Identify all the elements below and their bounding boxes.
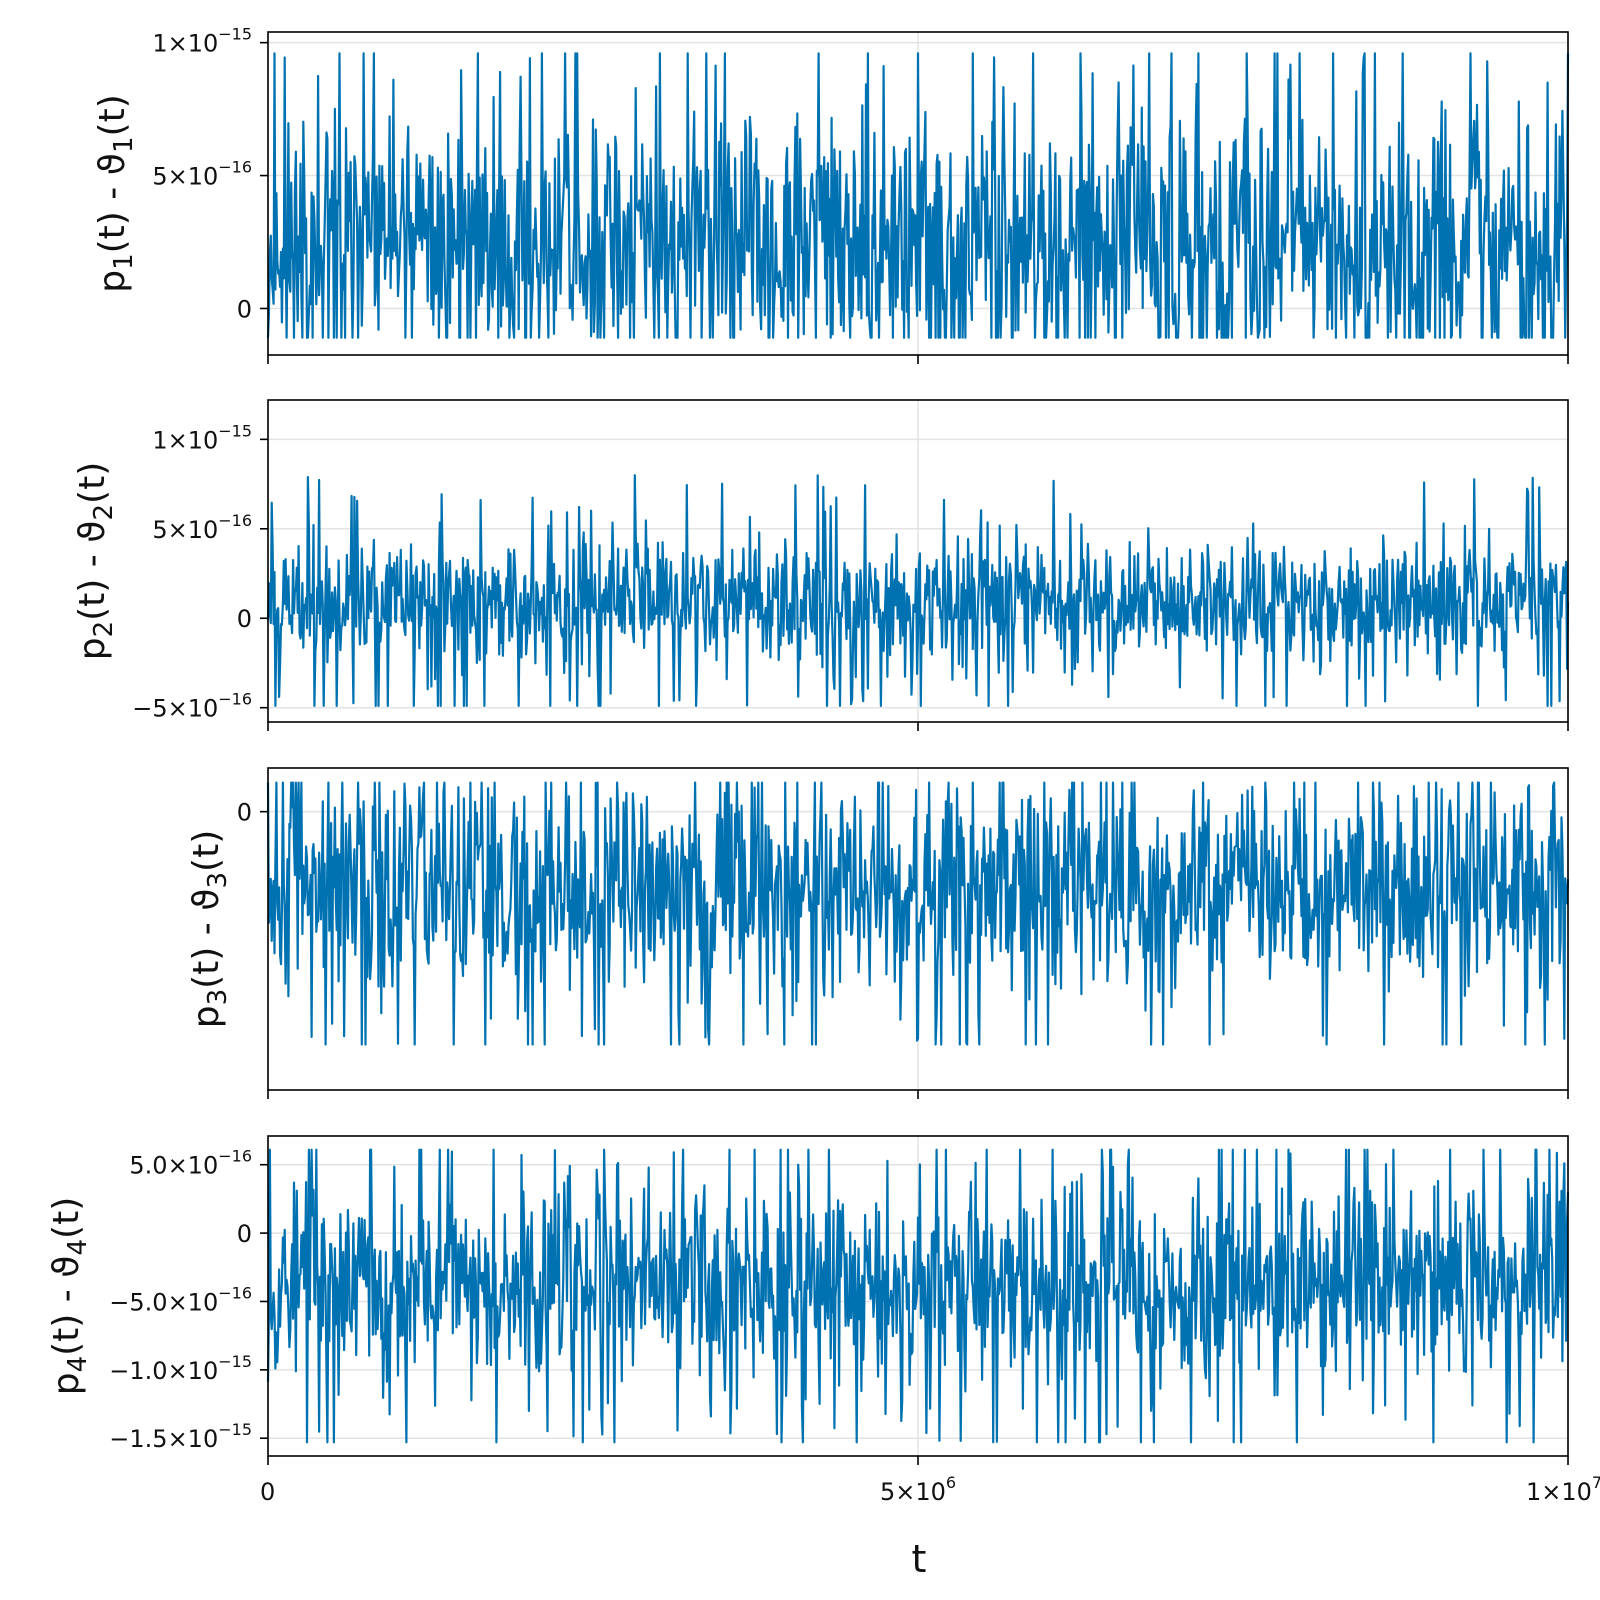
y-tick-label: −1.5×10−15: [109, 1420, 252, 1453]
y-tick-label: 0: [237, 295, 252, 323]
y-axis-title-subscript: 1: [109, 136, 139, 153]
y-axis-title-part: (t): [46, 1197, 87, 1239]
x-tick-exponent: 7: [1592, 1473, 1600, 1492]
y-tick-label: −5×10−16: [132, 690, 252, 723]
y-tick-label: 0: [237, 605, 252, 633]
y-axis-title: p3(t) - ϑ3(t): [186, 830, 233, 1029]
y-tick-exponent: −16: [218, 1283, 252, 1302]
y-axis-title: p2(t) - ϑ2(t): [72, 462, 119, 661]
y-tick-mantissa: −1.0×10: [109, 1357, 218, 1385]
y-tick-exponent: −16: [218, 158, 252, 177]
x-tick-label: 5×106: [880, 1473, 956, 1506]
x-tick-exponent: 6: [946, 1473, 956, 1492]
y-axis-title-part: (t): [186, 830, 227, 872]
y-tick-label: 5.0×10−16: [129, 1147, 252, 1180]
y-tick-exponent: −15: [218, 1352, 252, 1371]
y-axis-title-part: p: [186, 1005, 227, 1028]
y-tick-mantissa: 0: [237, 605, 252, 633]
x-tick-mantissa: 0: [260, 1478, 275, 1506]
y-axis-title-subscript: 2: [89, 504, 119, 521]
y-tick-label: −1.0×10−15: [109, 1352, 252, 1385]
y-tick-label: 5×10−16: [152, 511, 252, 544]
y-tick-mantissa: 0: [237, 1220, 252, 1248]
y-tick-mantissa: 1×10: [152, 426, 218, 454]
panel-3: 0p3(t) - ϑ3(t): [186, 767, 1570, 1099]
y-tick-exponent: −16: [218, 690, 252, 709]
x-tick-label: 0: [260, 1478, 275, 1506]
y-tick-mantissa: 5×10: [152, 163, 218, 191]
series-line-4: [266, 1148, 1570, 1444]
y-axis-title-subscript: 4: [63, 1356, 93, 1373]
y-tick-mantissa: 5×10: [152, 516, 218, 544]
y-tick-mantissa: −5×10: [132, 695, 218, 723]
x-tick-label: 1×107: [1526, 1473, 1600, 1506]
y-tick-mantissa: 1×10: [152, 30, 218, 58]
series-line-1: [266, 52, 1570, 339]
y-tick-exponent: −15: [218, 421, 252, 440]
y-axis-title-subscript: 2: [89, 621, 119, 638]
y-tick-label: 5×10−16: [152, 158, 252, 191]
x-tick-mantissa: 1×10: [1526, 1478, 1592, 1506]
y-axis-title-part: (t) - ϑ: [186, 888, 227, 988]
y-axis-title-part: p: [72, 637, 113, 660]
y-axis-title-subscript: 1: [109, 253, 139, 270]
y-tick-label: 0: [237, 1220, 252, 1248]
y-tick-exponent: −15: [218, 25, 252, 44]
y-tick-mantissa: 0: [237, 799, 252, 827]
y-axis-title-subscript: 4: [63, 1239, 93, 1256]
y-tick-label: −5.0×10−16: [109, 1283, 252, 1316]
y-tick-exponent: −16: [218, 1147, 252, 1166]
x-tick-mantissa: 5×10: [880, 1478, 946, 1506]
y-tick-label: 1×10−15: [152, 421, 252, 454]
x-axis-title: t: [912, 1537, 927, 1581]
y-tick-mantissa: −1.5×10: [109, 1425, 218, 1453]
y-tick-mantissa: 5.0×10: [129, 1152, 218, 1180]
y-axis-title-part: (t) - ϑ: [46, 1255, 87, 1355]
y-axis-title-subscript: 3: [203, 989, 233, 1006]
panel-4: 5.0×10−160−5.0×10−16−1.0×10−15−1.5×10−15…: [46, 1135, 1570, 1465]
x-tick-labels: 0 5×106 1×107: [260, 1473, 1600, 1506]
y-tick-mantissa: −5.0×10: [109, 1288, 218, 1316]
y-axis-title-part: p: [92, 270, 133, 293]
y-tick-exponent: −16: [218, 511, 252, 530]
y-tick-exponent: −15: [218, 1420, 252, 1439]
y-axis-title: p4(t) - ϑ4(t): [46, 1197, 93, 1396]
y-tick-label: 1×10−15: [152, 25, 252, 58]
y-axis-title-part: (t) - ϑ: [72, 520, 113, 620]
series-line-2: [266, 474, 1570, 707]
y-axis-title-part: p: [46, 1372, 87, 1395]
y-axis-title-part: (t): [92, 94, 133, 136]
series-line-3: [266, 781, 1570, 1046]
y-axis-title: p1(t) - ϑ1(t): [92, 94, 139, 293]
y-tick-mantissa: 0: [237, 295, 252, 323]
y-tick-label: 0: [237, 799, 252, 827]
y-axis-title-part: (t) - ϑ: [92, 153, 133, 253]
y-axis-title-part: (t): [72, 462, 113, 504]
y-axis-title-subscript: 3: [203, 872, 233, 889]
